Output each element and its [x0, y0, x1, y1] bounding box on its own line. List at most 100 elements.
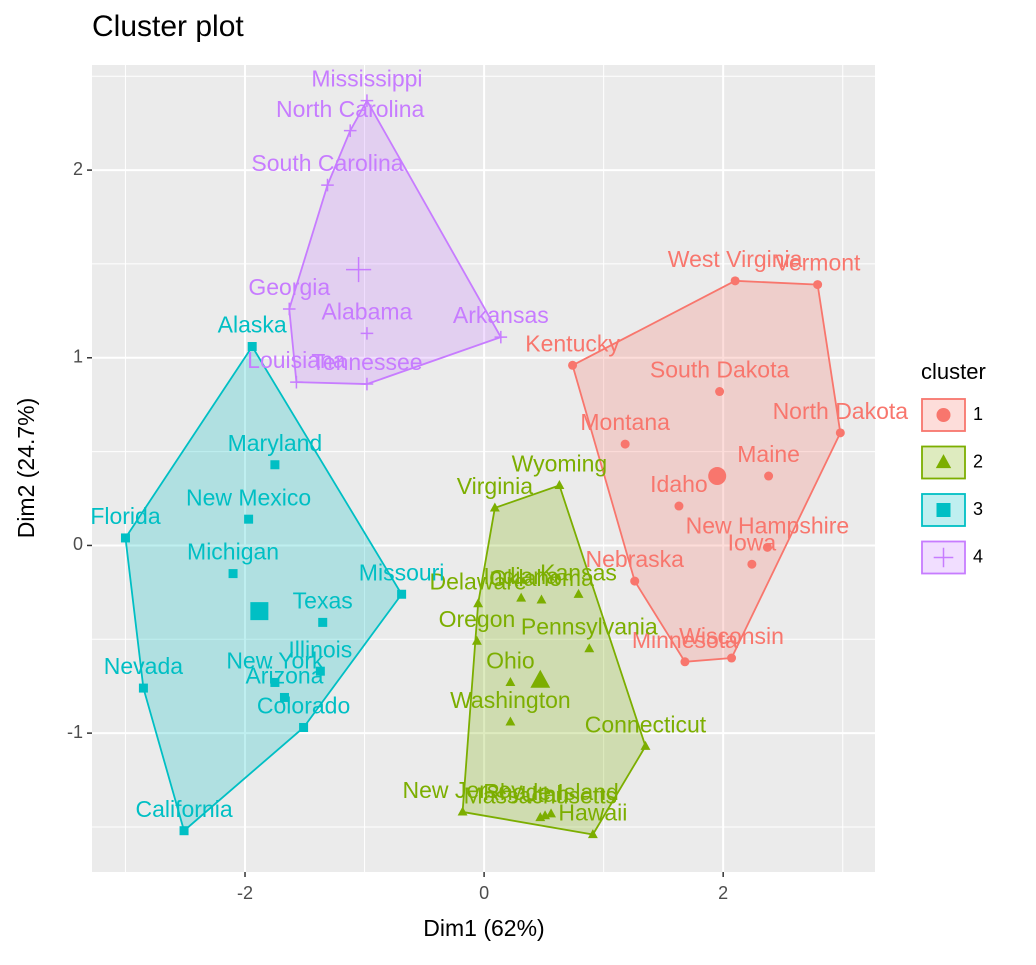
point: [120, 533, 130, 543]
point: [473, 598, 484, 608]
point: [680, 657, 690, 667]
point-label: South Carolina: [251, 150, 403, 176]
legend-symbol: [935, 454, 952, 469]
point: [587, 829, 598, 839]
point-label: Idaho: [650, 471, 708, 497]
point: [730, 276, 740, 286]
point-label: Arkansas: [453, 302, 549, 328]
point: [282, 302, 296, 316]
point-label: Missouri: [359, 559, 445, 585]
point: [640, 740, 651, 750]
point: [764, 471, 774, 481]
point-label: Oklahoma: [489, 565, 594, 591]
point-label: Wyoming: [512, 450, 608, 476]
point-label: Georgia: [248, 274, 330, 300]
point-label: Florida: [90, 503, 161, 529]
point: [715, 387, 725, 397]
point: [835, 428, 845, 438]
x-tick-label: -2: [237, 883, 253, 903]
y-axis-title: Dim2 (24.7%): [13, 398, 39, 539]
y-tick-label: -1: [67, 722, 83, 742]
y-tick-label: 1: [73, 347, 83, 367]
point: [546, 808, 556, 818]
point-label: Connecticut: [585, 711, 707, 737]
legend-symbol: [936, 408, 951, 422]
point: [318, 617, 328, 627]
point: [270, 460, 280, 470]
point-label: Minnesota: [632, 627, 738, 653]
point-label: West Virginia: [668, 246, 803, 272]
point: [321, 178, 334, 192]
point: [516, 592, 527, 602]
point: [397, 589, 407, 599]
point-label: Washington: [450, 687, 571, 713]
point: [813, 280, 823, 290]
cluster-hull: [288, 98, 503, 385]
point: [505, 677, 516, 687]
point: [674, 501, 684, 511]
point-label: New York: [226, 648, 324, 674]
point: [299, 722, 309, 732]
point-label: Kentucky: [525, 330, 620, 356]
point-label: Kansas: [540, 559, 617, 585]
point-label: Tennessee: [311, 349, 422, 375]
point: [290, 375, 303, 389]
point-label: Wisconsin: [679, 623, 784, 649]
point: [584, 643, 595, 653]
point-label: New Jersey: [403, 777, 524, 803]
point: [228, 569, 238, 579]
point-label: Nevada: [104, 653, 183, 679]
point-label: North Dakota: [773, 398, 909, 424]
point: [138, 683, 148, 693]
point-label: New Mexico: [186, 484, 311, 510]
point: [457, 806, 468, 816]
x-axis-title: Dim1 (62%): [423, 915, 544, 941]
point-label: Indiana: [483, 563, 559, 589]
point: [494, 330, 508, 344]
point: [630, 576, 640, 586]
point-label: Utah: [521, 781, 570, 807]
point-label: Texas: [293, 587, 353, 613]
point-label: New Hampshire: [686, 512, 850, 538]
legend-symbol: [933, 547, 954, 568]
point-label: Virginia: [457, 473, 533, 499]
chart-title: Cluster plot: [92, 10, 244, 43]
point: [360, 94, 374, 107]
point: [489, 502, 500, 512]
point-label: Michigan: [187, 539, 279, 565]
point-label: Illinois: [288, 636, 352, 662]
point: [536, 594, 547, 604]
point: [360, 377, 374, 391]
point: [315, 666, 325, 676]
point: [179, 826, 189, 836]
point: [762, 542, 772, 552]
x-tick-label: 2: [718, 883, 728, 903]
point-label: Louisiana: [247, 347, 346, 373]
point-label: Vermont: [775, 250, 861, 276]
point: [279, 692, 289, 702]
point-label: Delaware: [430, 569, 527, 595]
point-label: Hawaii: [558, 800, 627, 826]
point-label: Maine: [737, 441, 800, 467]
point-label: Iowa: [728, 529, 777, 555]
centroid: [708, 467, 727, 486]
centroid: [250, 602, 269, 621]
point-label: Mississippi: [311, 66, 422, 92]
legend-label: 2: [973, 451, 983, 471]
point: [247, 342, 257, 352]
point-label: Alabama: [322, 298, 413, 324]
point: [573, 588, 584, 598]
point: [343, 124, 357, 137]
point-label: Rhode Island: [483, 779, 619, 805]
point-label: Alaska: [218, 312, 287, 338]
point: [554, 479, 565, 489]
y-tick-label: 0: [73, 534, 83, 554]
legend-symbol: [936, 503, 951, 517]
point: [244, 514, 254, 524]
point: [360, 327, 374, 340]
legend-title: cluster: [921, 359, 986, 384]
point-label: California: [135, 796, 232, 822]
point-label: Colorado: [257, 693, 350, 719]
